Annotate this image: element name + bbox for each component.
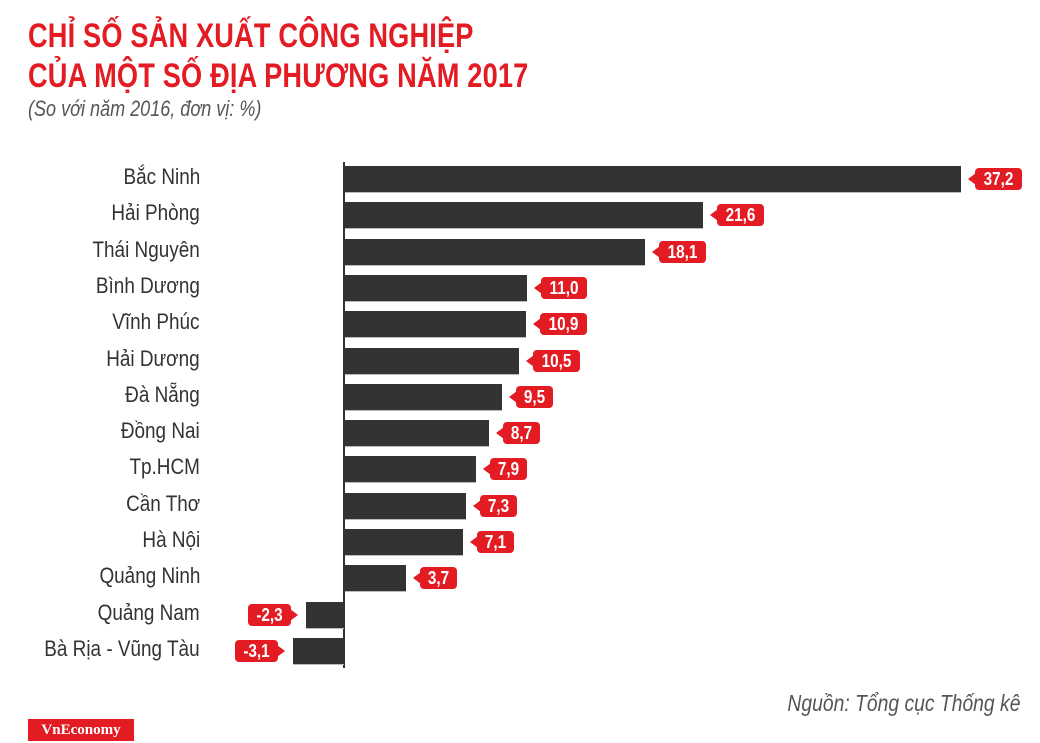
value-label-tag: -3,1: [234, 640, 285, 662]
zero-axis-line: [343, 162, 345, 668]
value-label-text: 21,6: [725, 205, 756, 225]
category-label: Vĩnh Phúc: [112, 309, 200, 334]
vneconomy-logo: VnEconomy: [28, 719, 134, 741]
chart-title-line2: CỦA MỘT SỐ ĐỊA PHƯƠNG NĂM 2017: [28, 57, 529, 95]
bar: [345, 311, 526, 337]
bar: [345, 239, 645, 265]
value-label-text: 11,0: [549, 278, 579, 298]
value-label-text: 10,5: [541, 351, 572, 371]
bar: [345, 456, 476, 482]
value-label-text: -3,1: [242, 641, 270, 661]
value-label-text: 8,7: [510, 423, 533, 443]
category-label: Bình Dương: [96, 273, 200, 298]
value-label-text: 7,9: [497, 459, 519, 479]
value-label-text: 37,2: [983, 169, 1014, 189]
bar: [345, 275, 528, 301]
category-label: Quảng Nam: [97, 600, 200, 625]
category-label: Quảng Ninh: [99, 563, 200, 588]
value-label-text: 3,7: [428, 568, 450, 588]
value-label-tag: 18,1: [651, 241, 706, 263]
value-label-text: 9,5: [524, 387, 546, 407]
value-label-tag: 11,0: [534, 277, 588, 299]
category-label: Tp.HCM: [129, 454, 200, 479]
value-label-text: 18,1: [667, 242, 698, 262]
bar: [345, 384, 503, 410]
category-label: Hà Nội: [142, 527, 200, 552]
category-label: Đà Nẵng: [125, 382, 200, 407]
value-label-tag: 21,6: [709, 204, 764, 226]
bar: [345, 202, 703, 228]
bar: [345, 529, 463, 555]
bar: [305, 602, 344, 628]
bar: [292, 638, 344, 664]
category-label: Hải Dương: [106, 346, 200, 371]
value-label-text: 7,1: [484, 532, 506, 552]
value-label-tag: 10,9: [532, 313, 587, 335]
value-label-tag: 7,1: [469, 531, 514, 553]
chart-title-line1: CHỈ SỐ SẢN XUẤT CÔNG NGHIỆP: [28, 17, 474, 55]
category-label: Thái Nguyên: [92, 237, 200, 262]
value-label-tag: 8,7: [496, 422, 541, 444]
bar: [345, 565, 407, 591]
category-label: Hải Phòng: [111, 200, 200, 225]
bar: [345, 166, 962, 192]
value-label-tag: 9,5: [509, 386, 554, 408]
value-label-tag: 37,2: [968, 168, 1023, 190]
value-label-tag: 7,9: [482, 458, 527, 480]
category-label: Bắc Ninh: [123, 164, 200, 189]
value-label-tag: 10,5: [525, 350, 580, 372]
chart-subtitle: (So với năm 2016, đơn vị: %): [28, 96, 262, 121]
category-label: Cần Thơ: [125, 491, 200, 516]
bar: [345, 420, 490, 446]
value-label-tag: 3,7: [413, 567, 458, 589]
value-label-text: 7,3: [487, 496, 510, 516]
value-label-text: -2,3: [256, 605, 283, 625]
source-note: Nguồn: Tổng cục Thống kê: [786, 690, 1020, 716]
category-label: Đồng Nai: [121, 418, 200, 443]
category-label: Bà Rịa - Vũng Tàu: [44, 636, 200, 661]
bar: [345, 348, 519, 374]
value-label-text: 10,9: [548, 314, 578, 334]
value-label-tag: -2,3: [247, 604, 298, 626]
value-label-tag: 7,3: [472, 495, 517, 517]
bar: [345, 493, 466, 519]
